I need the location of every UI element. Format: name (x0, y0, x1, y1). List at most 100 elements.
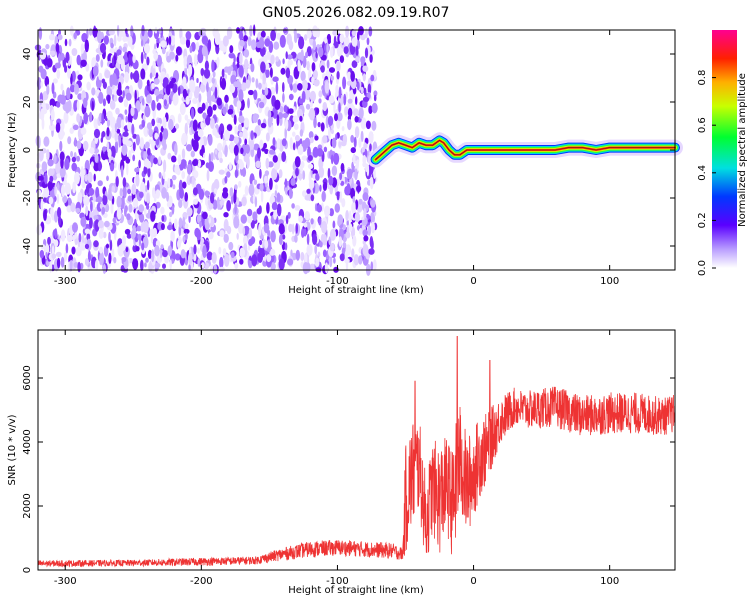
noise-speck (66, 234, 73, 243)
noise-speck (326, 59, 330, 69)
noise-speck (358, 107, 364, 119)
noise-speck (91, 100, 95, 112)
noise-speck (125, 92, 132, 101)
noise-speck (318, 217, 322, 226)
noise-speck (267, 115, 273, 128)
noise-speck (266, 202, 270, 214)
noise-speck (115, 107, 120, 115)
noise-speck (239, 30, 244, 41)
noise-speck (314, 244, 318, 255)
snr-y-tick-label: 2000 (22, 493, 33, 518)
snr-x-tick-label: -100 (326, 576, 349, 587)
noise-speck (308, 107, 316, 121)
spectrogram-x-tick-label: -200 (190, 276, 213, 287)
noise-speck (336, 112, 343, 122)
noise-speck (163, 159, 167, 173)
noise-speck (58, 53, 61, 64)
noise-speck (238, 131, 244, 138)
noise-speck (132, 154, 136, 162)
noise-speck (351, 60, 358, 68)
noise-speck (250, 130, 254, 141)
noise-speck (130, 72, 134, 80)
snr-x-label: Height of straight line (km) (288, 585, 424, 596)
noise-speck (345, 231, 351, 239)
noise-speck (175, 46, 182, 56)
noise-speck (347, 107, 353, 118)
noise-speck (233, 144, 239, 156)
noise-speck (306, 28, 312, 39)
noise-speck (292, 131, 296, 137)
noise-speck (192, 97, 198, 104)
noise-speck (278, 234, 283, 246)
spectrogram-y-tick-label: -40 (22, 238, 33, 254)
noise-speck (211, 59, 215, 73)
noise-speck (93, 215, 99, 221)
noise-speck (290, 83, 293, 91)
noise-speck (117, 54, 124, 65)
noise-speck (262, 72, 267, 85)
noise-speck (222, 190, 229, 199)
noise-speck (370, 213, 375, 223)
noise-speck (162, 263, 166, 269)
noise-speck (329, 228, 337, 241)
noise-speck (278, 111, 284, 120)
noise-speck (255, 78, 259, 89)
noise-speck (212, 199, 218, 210)
noise-speck (353, 201, 356, 213)
noise-speck (242, 128, 248, 142)
noise-speck (97, 220, 104, 229)
noise-speck (143, 43, 150, 54)
noise-speck (144, 207, 147, 216)
noise-speck (135, 174, 140, 187)
noise-speck (136, 225, 142, 232)
noise-speck (167, 224, 173, 231)
noise-speck (106, 141, 110, 153)
snr-y-tick-label: 4000 (22, 429, 33, 454)
noise-speck (273, 41, 280, 50)
noise-speck (56, 69, 61, 80)
noise-speck (197, 129, 204, 138)
noise-speck (85, 205, 89, 217)
noise-speck (147, 180, 150, 191)
noise-speck (67, 136, 72, 145)
noise-speck (80, 216, 87, 227)
noise-speck (148, 261, 153, 273)
noise-speck (46, 58, 53, 68)
noise-speck (108, 231, 111, 243)
noise-speck (273, 209, 278, 220)
noise-speck (161, 215, 165, 222)
noise-speck (179, 102, 186, 116)
noise-speck (331, 137, 337, 149)
noise-speck (194, 227, 200, 238)
noise-speck (287, 211, 291, 219)
noise-speck (271, 167, 278, 180)
noise-speck (202, 112, 207, 119)
noise-speck (310, 218, 314, 225)
noise-speck (373, 90, 378, 97)
noise-speck (263, 142, 267, 149)
noise-speck (50, 206, 54, 218)
noise-speck (69, 25, 74, 36)
noise-speck (223, 219, 229, 232)
noise-speck (182, 235, 186, 243)
noise-speck (190, 107, 195, 120)
snr-x-tick-label: -200 (190, 576, 213, 587)
noise-speck (148, 128, 153, 138)
noise-speck (189, 79, 195, 92)
spectrogram-y-ticks: -40 -20 0 20 40 (22, 48, 675, 254)
noise-speck (44, 172, 48, 185)
noise-speck (217, 150, 223, 160)
noise-speck (197, 51, 204, 64)
noise-speck (109, 100, 116, 110)
noise-speck (206, 81, 209, 93)
noise-speck (165, 84, 171, 96)
noise-speck (127, 188, 132, 195)
noise-speck (371, 120, 377, 131)
noise-speck (44, 76, 50, 87)
noise-speck (304, 89, 311, 101)
noise-speck (170, 230, 175, 242)
noise-speck (178, 199, 183, 209)
noise-speck (283, 28, 288, 34)
noise-speck (284, 242, 288, 251)
noise-speck (116, 116, 123, 129)
